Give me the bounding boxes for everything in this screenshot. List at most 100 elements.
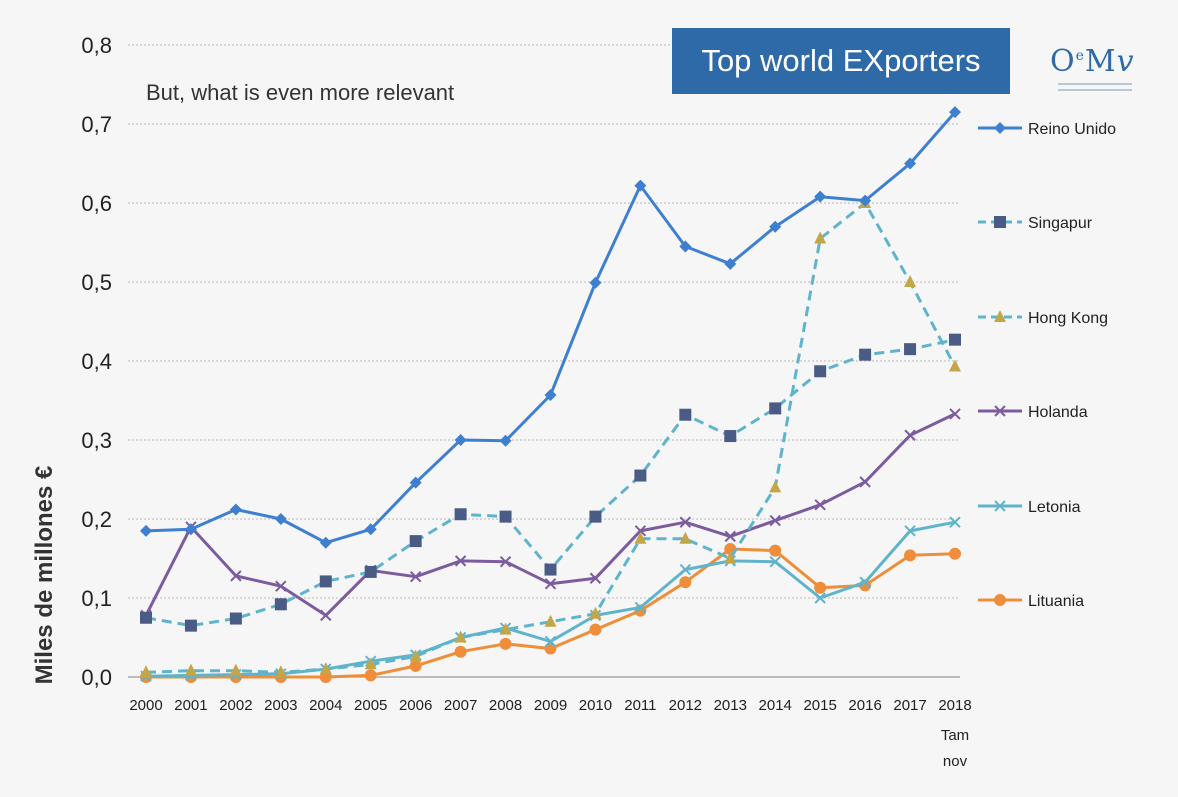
data-point — [275, 580, 287, 592]
x-tick-label: 2016 — [848, 697, 881, 714]
data-point — [724, 430, 737, 443]
oemv-logo: OeMv — [1050, 44, 1140, 114]
data-point — [499, 637, 512, 650]
data-point — [724, 257, 737, 270]
data-point — [679, 408, 692, 421]
data-point — [904, 525, 916, 537]
x-tick-label: 2004 — [309, 697, 342, 714]
marker-stroke — [320, 609, 332, 622]
data-point — [274, 598, 287, 611]
legend-label: Lituania — [1028, 593, 1084, 610]
data-point — [994, 216, 1006, 228]
y-axis-label: Miles de millones € — [31, 466, 58, 685]
data-point — [589, 623, 602, 636]
data-point — [274, 513, 287, 525]
data-point — [769, 514, 781, 527]
data-point — [814, 231, 827, 244]
data-point — [140, 665, 152, 678]
marker-stroke — [904, 429, 916, 441]
data-point — [319, 662, 332, 675]
data-point — [859, 348, 872, 361]
data-point — [184, 663, 197, 676]
legend: Reino Unido Singapur Hong Kong Holanda Leton… — [978, 121, 1116, 610]
x-tick-label: 2002 — [219, 697, 252, 714]
data-point — [319, 575, 332, 588]
series-lines — [140, 106, 961, 683]
data-point — [499, 622, 512, 635]
y-tick-label: 0,1 — [81, 586, 112, 611]
data-point — [634, 531, 647, 544]
data-point — [140, 524, 152, 537]
data-point — [589, 276, 602, 289]
y-tick-label: 0,2 — [81, 507, 112, 532]
x-tick-label: 2018 — [938, 697, 971, 714]
data-point — [589, 606, 602, 619]
x-tick-label: 2013 — [714, 697, 747, 714]
x-tick-label: 2003 — [264, 697, 297, 714]
chart-title: Top world EXporters — [672, 28, 1010, 94]
marker-stroke — [859, 476, 871, 488]
data-point — [364, 565, 377, 578]
data-point — [949, 408, 961, 420]
data-point — [994, 594, 1006, 606]
data-point — [184, 523, 197, 536]
series-line-reino-unido — [145, 111, 957, 545]
marker-stroke — [679, 516, 692, 528]
marker-stroke — [634, 601, 647, 614]
marker-stroke — [499, 555, 512, 568]
data-point — [814, 499, 826, 511]
data-point — [814, 592, 826, 604]
marker-stroke — [230, 570, 242, 582]
data-point — [544, 635, 557, 648]
data-point — [364, 669, 377, 682]
series-line-hong-kong — [145, 201, 957, 674]
data-point — [544, 563, 557, 576]
legend-label: Holanda — [1028, 404, 1088, 421]
data-point — [904, 429, 916, 441]
data-point — [409, 659, 422, 672]
data-point — [454, 645, 467, 658]
data-point — [140, 611, 152, 624]
data-point — [634, 469, 647, 482]
legend-label: Hong Kong — [1028, 310, 1108, 327]
data-point — [769, 544, 782, 557]
data-point — [994, 405, 1006, 417]
marker-stroke — [814, 499, 826, 511]
y-tick-label: 0,8 — [81, 33, 112, 58]
marker-stroke — [859, 576, 871, 588]
data-point — [454, 508, 467, 521]
x-tick-label: 2001 — [174, 697, 207, 714]
y-tick-label: 0,6 — [81, 191, 112, 216]
data-point — [634, 525, 647, 537]
data-point — [364, 523, 377, 536]
data-point — [679, 576, 692, 589]
data-point — [769, 402, 782, 415]
data-point — [724, 530, 736, 543]
data-point — [499, 434, 512, 447]
data-point — [994, 500, 1006, 512]
legend-label: Singapur — [1028, 215, 1093, 232]
data-point — [229, 503, 242, 516]
data-point — [814, 365, 827, 378]
marker-stroke — [769, 555, 781, 568]
data-point — [634, 601, 647, 614]
data-point — [904, 275, 917, 287]
y-tick-label: 0,0 — [81, 665, 112, 690]
marker-stroke — [679, 563, 692, 576]
data-point — [320, 609, 332, 622]
data-point — [994, 310, 1006, 322]
marker-stroke — [275, 580, 287, 592]
data-point — [544, 614, 557, 627]
x-tick-label: 2015 — [803, 697, 836, 714]
x-tick-label: 2014 — [759, 697, 792, 714]
data-point — [724, 551, 737, 564]
data-point — [814, 190, 827, 203]
data-point — [454, 434, 467, 446]
data-point — [230, 570, 242, 582]
x-tick-label: 2005 — [354, 697, 387, 714]
data-point — [184, 619, 197, 632]
x-tick-label: 2008 — [489, 697, 522, 714]
data-point — [859, 576, 871, 588]
gridlines — [128, 44, 960, 599]
